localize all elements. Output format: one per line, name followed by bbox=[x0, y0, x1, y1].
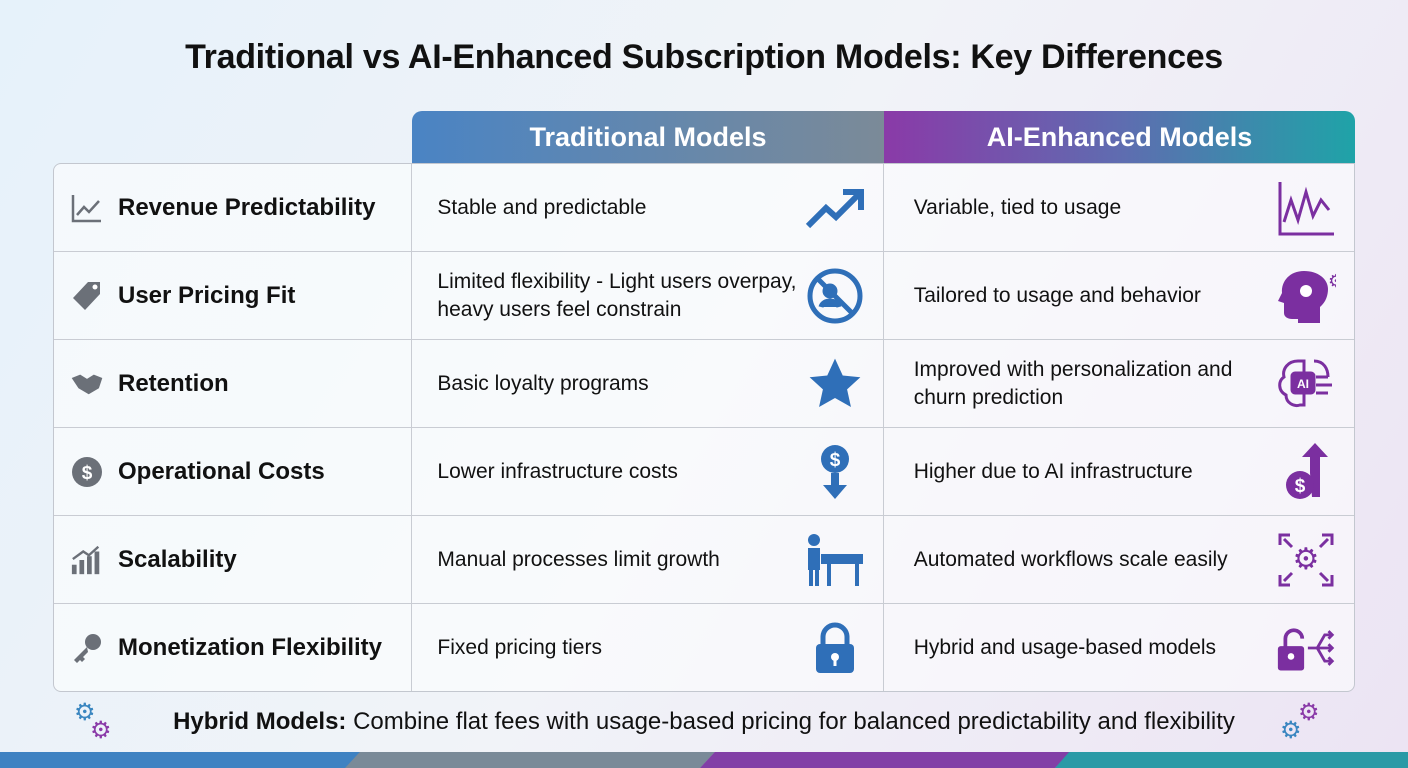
ai-cell: Improved with personalization and churn … bbox=[884, 340, 1354, 427]
row-label: Revenue Predictability bbox=[118, 193, 376, 221]
footer-note: Hybrid Models: Combine flat fees with us… bbox=[0, 708, 1408, 736]
header-traditional: Traditional Models bbox=[412, 111, 884, 163]
traditional-cell: Limited flexibility - Light users overpa… bbox=[412, 252, 884, 339]
row-label-cell: Revenue Predictability bbox=[54, 164, 413, 251]
trend-up-arrow-icon bbox=[805, 178, 865, 238]
table-row: Scalability Manual processes limit growt… bbox=[54, 516, 1354, 604]
stripe-gray bbox=[345, 752, 715, 768]
ai-text: Improved with personalization and churn … bbox=[913, 357, 1233, 409]
ai-cell: Variable, tied to usage bbox=[884, 164, 1354, 251]
svg-text:⚙: ⚙ bbox=[1293, 543, 1320, 576]
price-tag-icon bbox=[70, 279, 104, 313]
row-label-cell: User Pricing Fit bbox=[54, 252, 413, 339]
ai-text: Tailored to usage and behavior bbox=[913, 283, 1201, 307]
row-label-cell: Retention bbox=[54, 340, 413, 427]
dollar-up-arrow-icon: $ bbox=[1276, 442, 1336, 502]
traditional-text: Fixed pricing tiers bbox=[437, 636, 602, 659]
row-label: Monetization Flexibility bbox=[118, 634, 383, 661]
page-title: Traditional vs AI-Enhanced Subscription … bbox=[185, 38, 1223, 76]
row-label-cell: Monetization Flexibility bbox=[54, 604, 413, 691]
traditional-cell: Manual processes limit growth bbox=[412, 516, 884, 603]
ai-text: Hybrid and usage-based models bbox=[913, 636, 1217, 659]
head-gear-icon: ⚙ bbox=[1276, 266, 1336, 326]
footer-bold: Hybrid Models: bbox=[173, 708, 347, 735]
ai-text: Automated workflows scale easily bbox=[913, 547, 1228, 571]
gear-icon: ⚙ bbox=[1298, 699, 1320, 726]
traditional-text: Lower infrastructure costs bbox=[437, 459, 678, 483]
ai-cell: Higher due to AI infrastructure $ bbox=[884, 428, 1354, 515]
ai-text: Variable, tied to usage bbox=[913, 195, 1122, 219]
traditional-cell: Stable and predictable bbox=[412, 164, 884, 251]
ai-cell: Hybrid and usage-based models bbox=[884, 604, 1354, 691]
ai-brain-icon: AI bbox=[1276, 354, 1336, 414]
traditional-text: Limited flexibility - Light users overpa… bbox=[437, 269, 797, 321]
dollar-down-arrow-icon: $ bbox=[805, 442, 865, 502]
traditional-text: Manual processes limit growth bbox=[437, 547, 720, 571]
person-barrier-icon bbox=[805, 530, 865, 590]
row-label: Scalability bbox=[118, 545, 237, 573]
table-row: User Pricing Fit Limited flexibility - L… bbox=[54, 252, 1354, 340]
traditional-text: Stable and predictable bbox=[437, 195, 647, 219]
traditional-cell: Lower infrastructure costs $ bbox=[412, 428, 884, 515]
row-label-cell: $ Operational Costs bbox=[54, 428, 413, 515]
robot-arm-gear-icon: ⚙ bbox=[1276, 530, 1336, 590]
row-label-cell: Scalability bbox=[54, 516, 413, 603]
svg-text:⚙: ⚙ bbox=[1328, 271, 1336, 291]
table-row: Revenue Predictability Stable and predic… bbox=[54, 164, 1354, 252]
traditional-cell: Basic loyalty programs bbox=[412, 340, 884, 427]
traditional-cell: Fixed pricing tiers bbox=[412, 604, 884, 691]
lock-icon bbox=[805, 618, 865, 678]
svg-text:$: $ bbox=[1295, 476, 1306, 497]
row-label: Retention bbox=[118, 369, 229, 397]
gear-icon: ⚙ bbox=[1280, 717, 1302, 744]
comparison-table: Revenue Predictability Stable and predic… bbox=[53, 163, 1355, 692]
table-row: Retention Basic loyalty programs Improve… bbox=[54, 340, 1354, 428]
footer-text: Combine flat fees with usage-based prici… bbox=[346, 708, 1235, 735]
no-users-icon bbox=[805, 266, 865, 326]
stripe-purple bbox=[700, 752, 1070, 768]
unlock-arrows-icon bbox=[1276, 618, 1336, 678]
key-icon bbox=[70, 631, 104, 665]
row-label: User Pricing Fit bbox=[118, 281, 296, 309]
stripe-teal bbox=[1055, 752, 1408, 768]
table-row: $ Operational Costs Lower infrastructure … bbox=[54, 428, 1354, 516]
line-chart-icon bbox=[70, 191, 104, 225]
traditional-text: Basic loyalty programs bbox=[437, 371, 649, 395]
ai-cell: Tailored to usage and behavior ⚙ bbox=[884, 252, 1354, 339]
stripe-blue bbox=[0, 752, 360, 768]
dollar-coin-icon: $ bbox=[70, 455, 104, 489]
ai-cell: Automated workflows scale easily ⚙ bbox=[884, 516, 1354, 603]
svg-text:AI: AI bbox=[1297, 377, 1309, 391]
star-icon bbox=[805, 354, 865, 414]
svg-text:$: $ bbox=[829, 450, 840, 471]
table-row: Monetization Flexibility Fixed pricing t… bbox=[54, 604, 1354, 691]
gear-icon: ⚙ bbox=[74, 699, 96, 726]
handshake-icon bbox=[70, 367, 104, 401]
ai-text: Higher due to AI infrastructure bbox=[913, 459, 1193, 483]
gear-icon: ⚙ bbox=[90, 717, 112, 744]
volatile-chart-icon bbox=[1276, 178, 1336, 238]
svg-text:$: $ bbox=[82, 463, 93, 484]
header-ai-enhanced: AI-Enhanced Models bbox=[884, 111, 1355, 163]
row-label: Operational Costs bbox=[118, 457, 325, 485]
bar-chart-growth-icon bbox=[70, 543, 104, 577]
